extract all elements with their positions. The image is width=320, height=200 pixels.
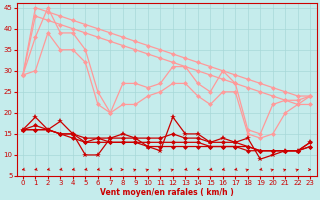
X-axis label: Vent moyen/en rafales ( km/h ): Vent moyen/en rafales ( km/h ) <box>100 188 234 197</box>
